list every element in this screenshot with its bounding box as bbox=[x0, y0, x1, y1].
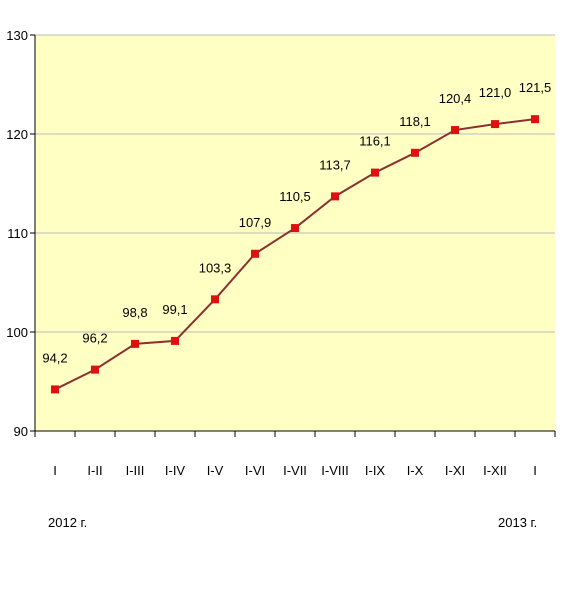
data-label: 110,5 bbox=[279, 189, 311, 204]
x-tick-label: I bbox=[53, 463, 57, 478]
data-label: 121,5 bbox=[519, 80, 552, 95]
x-tick-label: I-II bbox=[87, 463, 102, 478]
data-label: 116,1 bbox=[359, 134, 391, 149]
data-point-marker bbox=[371, 168, 379, 177]
data-point-marker bbox=[171, 336, 179, 345]
data-point-marker bbox=[91, 365, 99, 374]
x-tick-labels: I I-II I-III I-IV I-V I-VI I-VII I-VIII I-IX I-X I… bbox=[34, 431, 556, 478]
year-label-end: 2013 г. bbox=[498, 515, 537, 530]
data-point-marker bbox=[451, 126, 459, 135]
data-label: 98,8 bbox=[122, 305, 147, 320]
x-tick-label: I-IV bbox=[165, 463, 186, 478]
data-point-marker bbox=[531, 115, 539, 124]
data-point-marker bbox=[491, 120, 499, 129]
data-point-marker bbox=[291, 224, 299, 233]
data-label: 96,2 bbox=[82, 331, 107, 346]
year-label-start: 2012 г. bbox=[48, 515, 87, 530]
gridlines bbox=[35, 34, 555, 333]
data-label: 113,7 bbox=[319, 157, 351, 172]
x-tick-label: I-III bbox=[126, 463, 145, 478]
x-tick-label: I-XII bbox=[483, 463, 507, 478]
data-labels: 94,2 96,2 98,8 99,1 103,3 107,9 110,5 113,7 116,… bbox=[42, 80, 551, 365]
y-tick-label: 120 bbox=[6, 127, 28, 142]
data-point-marker bbox=[51, 385, 59, 394]
y-tick-label: 130 bbox=[6, 28, 28, 43]
x-tick-label: I-VII bbox=[283, 463, 307, 478]
data-label: 103,3 bbox=[199, 260, 232, 275]
data-label: 107,9 bbox=[239, 215, 272, 230]
x-tick-label: I-IX bbox=[365, 463, 386, 478]
x-tick-label: I bbox=[533, 463, 537, 478]
x-tick-label: I-X bbox=[407, 463, 424, 478]
data-point-marker bbox=[131, 339, 139, 348]
x-tick-label: I-V bbox=[207, 463, 224, 478]
data-point-marker bbox=[411, 148, 419, 157]
y-tick-label: 100 bbox=[6, 325, 28, 340]
data-point-marker bbox=[331, 192, 339, 201]
data-point-marker bbox=[211, 295, 219, 304]
data-label: 120,4 bbox=[439, 91, 472, 106]
x-tick-label: I-VI bbox=[245, 463, 265, 478]
y-tick-labels: 90 100 110 120 130 bbox=[6, 28, 35, 439]
y-tick-label: 110 bbox=[7, 226, 28, 241]
data-label: 121,0 bbox=[479, 85, 512, 100]
data-label: 99,1 bbox=[162, 302, 187, 317]
series-markers bbox=[51, 115, 539, 394]
data-point-marker bbox=[251, 249, 259, 258]
data-label: 118,1 bbox=[399, 114, 431, 129]
x-tick-label: I-XI bbox=[445, 463, 465, 478]
x-tick-label: I-VIII bbox=[321, 463, 348, 478]
data-label: 94,2 bbox=[42, 350, 67, 365]
y-tick-label: 90 bbox=[14, 424, 28, 439]
